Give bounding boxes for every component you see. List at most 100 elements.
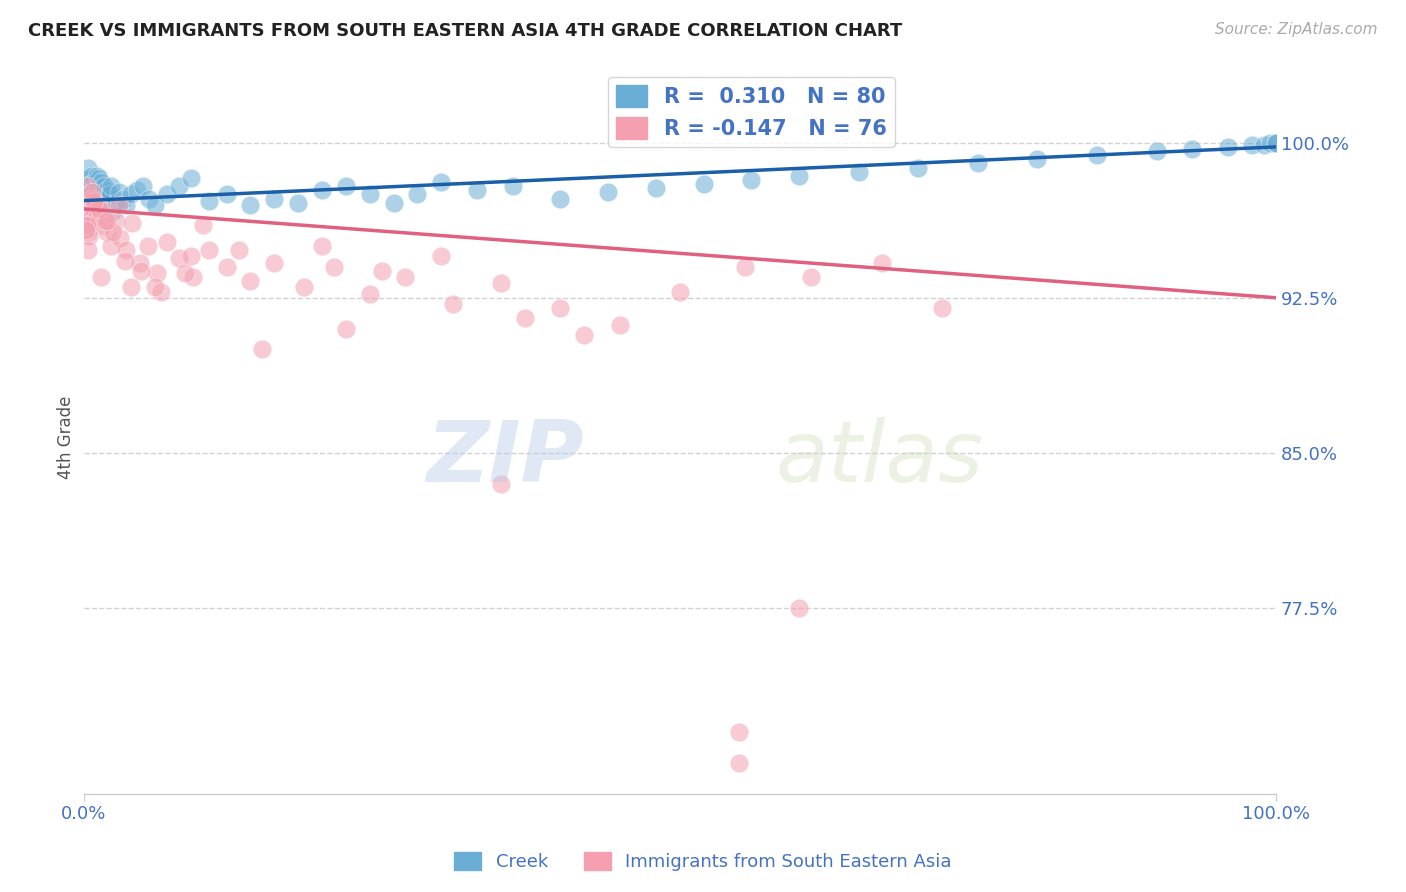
Point <box>430 175 453 189</box>
Point <box>89 181 111 195</box>
Point <box>90 189 112 203</box>
Point <box>96 189 118 203</box>
Point <box>93 179 115 194</box>
Point <box>239 274 262 288</box>
Point <box>1026 153 1049 167</box>
Point <box>931 301 953 315</box>
Point <box>550 192 572 206</box>
Point <box>80 192 103 206</box>
Point <box>86 206 108 220</box>
Point <box>430 249 453 263</box>
Point <box>83 192 105 206</box>
Point <box>138 192 160 206</box>
Point <box>143 198 166 212</box>
Point <box>104 214 127 228</box>
Point <box>907 161 929 175</box>
Point <box>441 297 464 311</box>
Point <box>1241 137 1264 152</box>
Point <box>1218 140 1240 154</box>
Point <box>239 198 262 212</box>
Point <box>94 194 117 208</box>
Point <box>115 198 138 212</box>
Point <box>96 214 118 228</box>
Point <box>489 476 512 491</box>
Point <box>740 173 762 187</box>
Point <box>100 179 122 194</box>
Point <box>77 198 100 212</box>
Point <box>76 214 98 228</box>
Point <box>668 285 690 299</box>
Point <box>128 255 150 269</box>
Point <box>335 179 357 194</box>
Point <box>104 195 127 210</box>
Point <box>90 175 112 189</box>
Point <box>311 183 333 197</box>
Point <box>91 186 114 200</box>
Point <box>83 194 105 208</box>
Point <box>77 192 100 206</box>
Point <box>121 216 143 230</box>
Text: CREEK VS IMMIGRANTS FROM SOUTH EASTERN ASIA 4TH GRADE CORRELATION CHART: CREEK VS IMMIGRANTS FROM SOUTH EASTERN A… <box>28 22 903 40</box>
Point <box>76 198 98 212</box>
Point <box>728 724 751 739</box>
Point <box>197 194 219 208</box>
Point <box>87 195 110 210</box>
Point <box>115 244 138 258</box>
Point <box>287 195 309 210</box>
Point <box>96 225 118 239</box>
Point <box>609 318 631 332</box>
Point <box>872 255 894 269</box>
Point <box>110 231 132 245</box>
Point <box>311 239 333 253</box>
Point <box>1181 142 1204 156</box>
Point <box>1085 148 1108 162</box>
Point <box>84 202 107 216</box>
Point <box>84 195 107 210</box>
Point <box>1265 136 1288 150</box>
Point <box>150 285 173 299</box>
Point <box>156 235 179 249</box>
Point <box>87 170 110 185</box>
Point <box>77 244 100 258</box>
Point <box>89 212 111 227</box>
Point <box>111 192 134 206</box>
Y-axis label: 4th Grade: 4th Grade <box>58 395 75 479</box>
Point <box>84 179 107 194</box>
Point <box>79 220 101 235</box>
Point <box>598 186 620 200</box>
Point <box>103 203 125 218</box>
Point <box>90 270 112 285</box>
Point <box>146 266 169 280</box>
Point <box>75 187 97 202</box>
Point <box>94 214 117 228</box>
Point <box>83 214 105 228</box>
Point <box>173 266 195 280</box>
Point <box>82 183 104 197</box>
Point <box>86 169 108 183</box>
Point <box>263 255 285 269</box>
Point <box>87 200 110 214</box>
Legend: Creek, Immigrants from South Eastern Asia: Creek, Immigrants from South Eastern Asi… <box>447 845 959 879</box>
Point <box>120 280 142 294</box>
Point <box>382 195 405 210</box>
Point <box>800 270 823 285</box>
Point <box>79 177 101 191</box>
Text: Source: ZipAtlas.com: Source: ZipAtlas.com <box>1215 22 1378 37</box>
Point <box>103 225 125 239</box>
Point <box>79 169 101 183</box>
Point <box>181 270 204 285</box>
Point <box>91 219 114 233</box>
Point <box>1253 137 1275 152</box>
Point <box>97 187 120 202</box>
Point <box>80 186 103 200</box>
Point <box>89 198 111 212</box>
Point <box>167 252 190 266</box>
Point <box>75 222 97 236</box>
Point <box>1265 136 1288 150</box>
Point <box>180 249 202 263</box>
Point <box>394 270 416 285</box>
Point <box>191 219 214 233</box>
Point <box>132 179 155 194</box>
Point <box>335 322 357 336</box>
Point <box>197 244 219 258</box>
